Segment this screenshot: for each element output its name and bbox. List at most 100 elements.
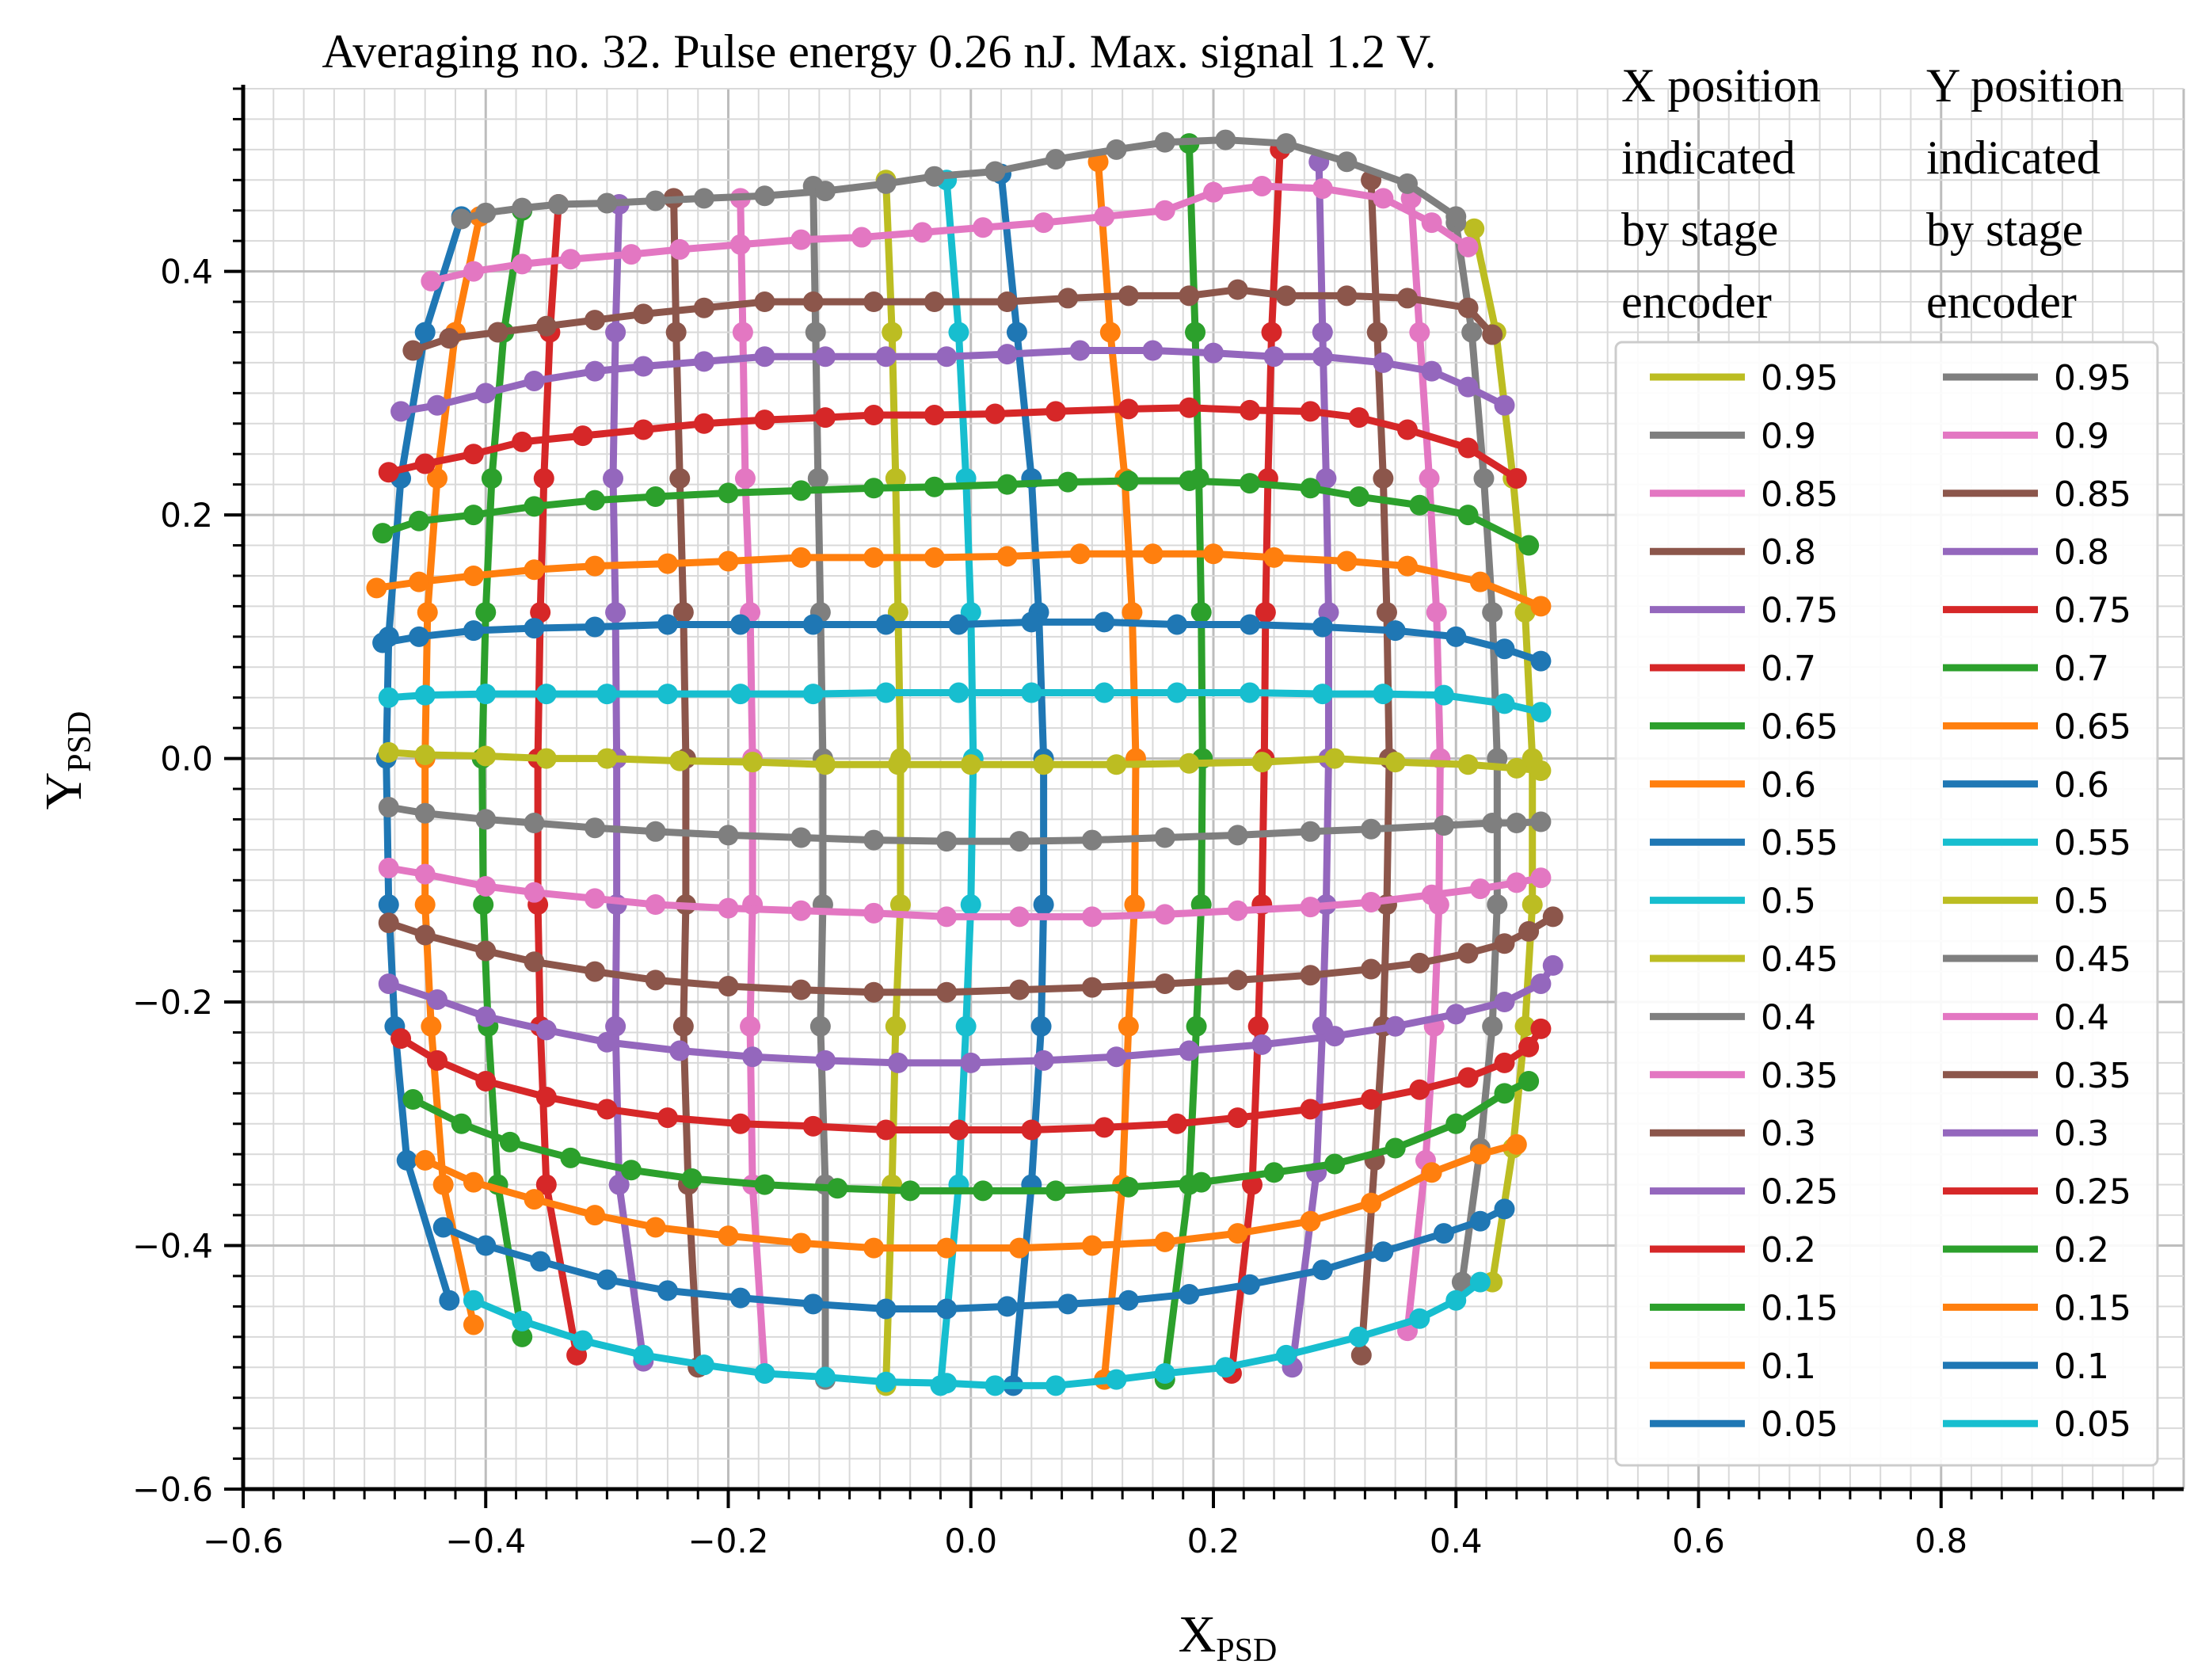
y-position-series-point xyxy=(572,425,593,447)
y-position-series-point xyxy=(524,370,545,391)
x-position-legend-label: 0.9 xyxy=(1761,416,1816,456)
y-position-series-point xyxy=(1033,754,1054,775)
x-position-legend-entry: 0.9 xyxy=(1650,416,1816,456)
y-position-series-point xyxy=(1494,693,1515,714)
y-position-series-point xyxy=(1081,977,1103,998)
y-position-series-0.4 xyxy=(378,857,1552,928)
y-position-legend-label: 0.6 xyxy=(2054,765,2109,806)
y-position-series-0.05 xyxy=(463,1271,1491,1396)
y-position-series-point xyxy=(1154,200,1175,221)
y-position-series-point xyxy=(718,825,739,846)
y-position-series-point xyxy=(924,476,945,497)
y-position-legend-entry: 0.4 xyxy=(1943,997,2109,1038)
y-position-series-point xyxy=(475,684,497,705)
x-position-series-point xyxy=(1186,1015,1207,1037)
y-position-series-point xyxy=(875,1119,897,1141)
x-position-series-point xyxy=(414,894,436,916)
y-position-series-point xyxy=(1227,1107,1248,1129)
y-position-series-point xyxy=(596,1099,618,1120)
x-position-legend-label: 0.1 xyxy=(1761,1347,1816,1387)
y-position-legend-entry: 0.2 xyxy=(1943,1230,2109,1270)
y-position-series-point xyxy=(1433,1223,1454,1244)
y-position-series-point xyxy=(645,894,666,916)
y-position-series-point xyxy=(530,1251,551,1272)
y-position-series-point xyxy=(1033,212,1054,234)
y-position-series-point xyxy=(1469,1210,1491,1232)
y-position-series-point xyxy=(1179,470,1200,492)
y-position-series-point xyxy=(560,249,581,270)
y-position-series-point xyxy=(693,188,714,209)
y-position-series-0.85 xyxy=(402,279,1503,361)
y-position-series-point xyxy=(427,989,448,1010)
y-position-series-point xyxy=(1518,1070,1540,1091)
y-position-series-point xyxy=(1069,543,1091,565)
x-position-series-point xyxy=(463,1314,484,1335)
x-position-series-point xyxy=(414,322,436,343)
y-position-series-point xyxy=(900,1180,921,1202)
x-position-series-point xyxy=(1419,467,1440,489)
y-position-series-point xyxy=(524,1189,545,1210)
y-position-series-point xyxy=(1373,352,1394,373)
y-position-series-point xyxy=(585,817,606,839)
x-position-series-point xyxy=(809,1015,831,1037)
y-position-series-0.7 xyxy=(372,470,1540,556)
y-position-series-point xyxy=(1142,340,1164,361)
y-position-series-point xyxy=(693,351,714,372)
x-axis-title-main: X xyxy=(1179,1606,1217,1663)
y-position-series-point xyxy=(729,1287,751,1309)
y-position-series-point xyxy=(1433,815,1454,836)
y-position-series-point xyxy=(669,750,691,771)
y-position-legend-label: 0.95 xyxy=(2054,358,2131,398)
y-position-series-point xyxy=(475,1006,497,1027)
y-position-series-point xyxy=(754,185,775,207)
y-position-series-line xyxy=(372,550,1544,610)
y-position-series-point xyxy=(1530,650,1552,672)
y-tick-label: −0.6 xyxy=(132,1470,213,1509)
y-position-series-point xyxy=(1494,992,1515,1013)
x-position-series-point xyxy=(960,894,981,916)
x-position-series-point xyxy=(439,1290,460,1311)
y-position-series-point xyxy=(439,328,460,349)
y-position-series-point xyxy=(621,1160,642,1181)
x-position-series-point xyxy=(533,467,554,489)
y-position-series-point xyxy=(585,616,606,638)
y-position-series-point xyxy=(390,401,412,422)
x-tick-label: 0.8 xyxy=(1914,1522,1967,1560)
y-position-series-point xyxy=(1530,973,1552,994)
y-position-series-point xyxy=(427,1050,448,1071)
y-position-series-point xyxy=(1300,1099,1321,1120)
y-position-series-0.45 xyxy=(378,797,1552,852)
y-position-series-point xyxy=(633,419,654,440)
y-position-series-point xyxy=(402,1089,424,1110)
x-position-series-point xyxy=(1482,1015,1503,1037)
x-position-series-0.35 xyxy=(729,188,775,1384)
y-position-series-point xyxy=(414,744,436,765)
y-position-series-point xyxy=(1167,1113,1188,1134)
x-position-legend-entry: 0.7 xyxy=(1650,649,1816,689)
y-position-legend-entry: 0.95 xyxy=(1943,358,2131,398)
x-tick-label: −0.2 xyxy=(688,1522,769,1560)
y-position-series-point xyxy=(1118,285,1139,307)
y-position-series-point xyxy=(372,632,394,653)
y-position-series-point xyxy=(1239,614,1260,635)
y-position-series-point xyxy=(1457,1067,1479,1088)
y-position-series-point xyxy=(1433,684,1454,706)
x-position-legend-entry: 0.25 xyxy=(1650,1172,1838,1213)
y-position-legend-label: 0.75 xyxy=(2054,591,2131,631)
legend: 0.95 0.9 0.85 0.8 0.75 0.7 0.65 0.6 0.55 0.5 0.45 0… xyxy=(1614,341,2159,1467)
y-position-series-point xyxy=(729,614,751,635)
y-position-series-point xyxy=(1397,419,1418,440)
y-position-series-point xyxy=(1506,1133,1527,1155)
x-position-legend-label: 0.15 xyxy=(1761,1288,1838,1328)
y-position-series-point xyxy=(802,614,824,635)
y-position-series-point xyxy=(936,1237,958,1259)
y-position-legend-entry: 0.55 xyxy=(1943,823,2131,863)
y-position-series-point xyxy=(863,405,885,426)
y-position-series-0.8 xyxy=(390,340,1515,422)
x-position-series-point xyxy=(1376,602,1397,623)
y-position-series-point xyxy=(1457,297,1479,318)
x-position-legend-label: 0.65 xyxy=(1761,707,1838,747)
y-position-series-point xyxy=(1203,342,1224,364)
y-position-series-point xyxy=(645,190,666,211)
y-position-series-point xyxy=(887,754,908,775)
